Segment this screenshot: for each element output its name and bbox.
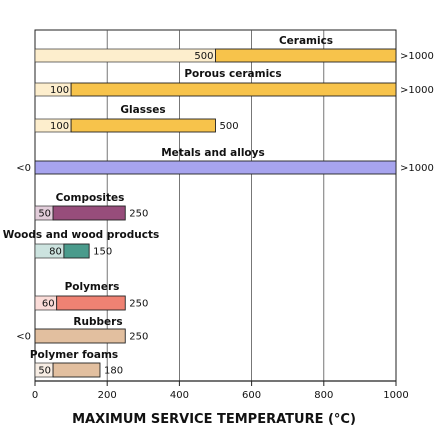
min-label: 50 xyxy=(38,209,51,220)
bar xyxy=(52,362,101,378)
max-label: >1000 xyxy=(400,163,434,174)
bar-group-woods-and-wood-products: Woods and wood products 80 150 xyxy=(3,229,159,259)
bar xyxy=(215,48,397,63)
category-label: Ceramics xyxy=(279,35,333,47)
category-label: Polymer foams xyxy=(30,349,118,361)
x-tick-label: 800 xyxy=(314,390,333,401)
bar xyxy=(34,160,397,175)
bar-group-porous-ceramics: Porous ceramics 100 >1000 xyxy=(34,68,434,97)
bar xyxy=(70,118,216,133)
bar-group-metals-and-alloys: Metals and alloys <0 >1000 xyxy=(16,147,434,175)
min-label: 100 xyxy=(50,85,69,96)
x-tick-label: 0 xyxy=(32,390,38,401)
max-label: 250 xyxy=(129,332,148,343)
min-label: <0 xyxy=(16,163,31,174)
bar xyxy=(52,205,126,221)
category-label: Polymers xyxy=(65,281,120,293)
category-label: Metals and alloys xyxy=(161,147,265,159)
bar-lead xyxy=(34,48,216,63)
category-label: Porous ceramics xyxy=(184,68,281,80)
bars: Ceramics 500 >1000 Porous ceramics 100 >1000 G… xyxy=(3,35,434,378)
bar xyxy=(34,328,126,344)
max-label: 500 xyxy=(220,121,239,132)
min-label: 100 xyxy=(50,121,69,132)
bar-group-glasses: Glasses 100 500 xyxy=(34,104,239,133)
bar-group-composites: Composites 50 250 xyxy=(34,192,148,221)
bar-group-rubbers: Rubbers <0 250 xyxy=(16,316,148,344)
x-axis-label: MAXIMUM SERVICE TEMPERATURE (°C) xyxy=(72,412,356,427)
category-label: Woods and wood products xyxy=(3,229,159,241)
bar xyxy=(63,243,90,259)
bar xyxy=(70,82,397,97)
bar-group-polymers: Polymers 60 250 xyxy=(34,281,148,311)
category-label: Composites xyxy=(56,192,125,204)
category-label: Rubbers xyxy=(73,316,122,328)
max-label: >1000 xyxy=(400,85,434,96)
min-label: 50 xyxy=(38,366,51,377)
min-label: <0 xyxy=(16,332,31,343)
bar-group-polymer-foams: Polymer foams 50 180 xyxy=(30,349,123,378)
max-label: 250 xyxy=(129,209,148,220)
x-tick-label: 1000 xyxy=(383,390,408,401)
max-label: 150 xyxy=(93,247,112,258)
min-label: 80 xyxy=(49,247,62,258)
max-label: 180 xyxy=(104,366,123,377)
bar xyxy=(56,295,126,311)
max-label: >1000 xyxy=(400,51,434,62)
category-label: Glasses xyxy=(120,104,165,116)
x-tick-label: 200 xyxy=(98,390,117,401)
x-tick-label: 600 xyxy=(242,390,261,401)
x-axis: 0 200 400 600 800 1000 xyxy=(32,380,409,401)
max-label: 250 xyxy=(129,299,148,310)
min-label: 60 xyxy=(42,299,55,310)
min-label: 500 xyxy=(194,51,213,62)
bar-group-ceramics: Ceramics 500 >1000 xyxy=(34,35,434,63)
x-tick-label: 400 xyxy=(170,390,189,401)
